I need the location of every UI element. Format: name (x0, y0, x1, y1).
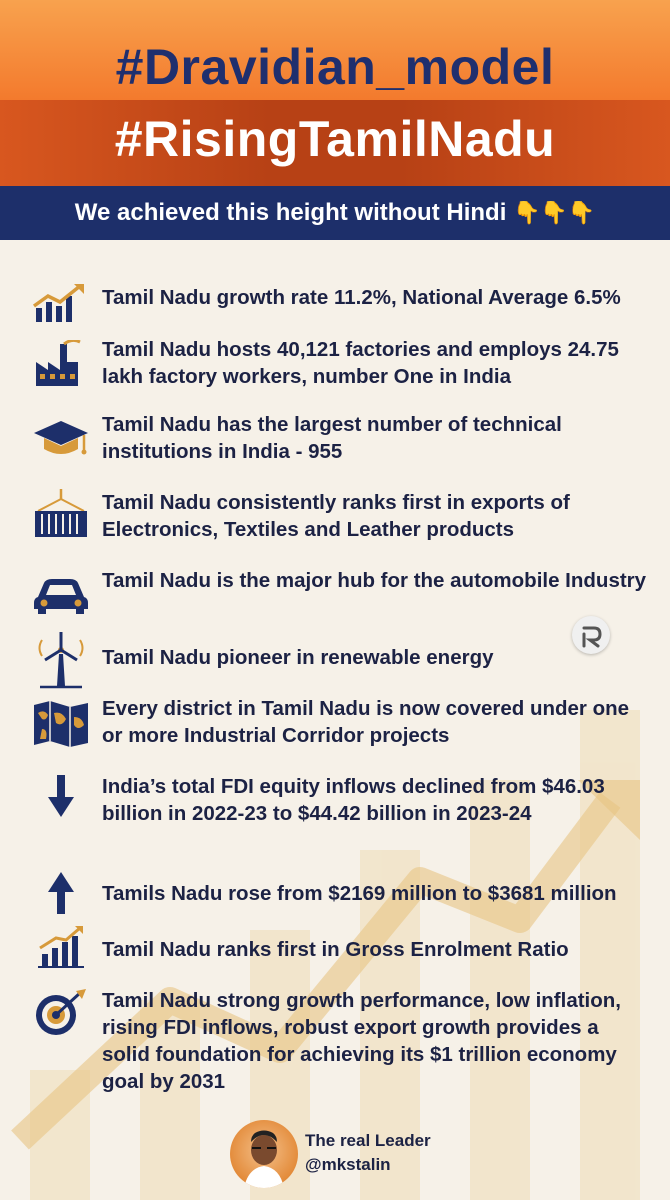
hashtag-dravidian-model: #Dravidian_model (115, 39, 555, 95)
item-text: Tamil Nadu growth rate 11.2%, National A… (102, 286, 621, 309)
wind-turbine-icon (30, 630, 92, 692)
car-icon (30, 575, 92, 627)
item-text: Tamils Nadu rose from $2169 million to $… (102, 882, 617, 905)
bar-chart-icon (30, 926, 92, 978)
item-text: Tamil Nadu strong growth performance, lo… (102, 989, 621, 1093)
item-text: Tamil Nadu is the major hub for the auto… (102, 569, 647, 592)
header-subtitle: We achieved this height without Hindi 👇👇… (0, 199, 670, 227)
item-text: Tamil Nadu ranks first in Gross Enrolmen… (102, 938, 569, 961)
world-map-icon (30, 699, 92, 751)
item-text: Tamil Nadu pioneer in renewable energy (102, 646, 494, 669)
footer-handle: @mkstalin (305, 1155, 391, 1174)
factory-icon (30, 340, 92, 392)
pointing-down-emoji: 👇👇👇 (513, 200, 596, 225)
header-subtitle-bar (0, 186, 670, 240)
item-text: Every district in Tamil Nadu is now cove… (102, 697, 630, 747)
background-growth-arrow (11, 710, 640, 1200)
growth-chart-icon (30, 284, 92, 336)
target-icon (30, 989, 92, 1041)
item-text: India’s total FDI equity inflows decline… (102, 775, 605, 825)
header-top-band (0, 0, 670, 100)
avatar (230, 1120, 298, 1188)
item-text: Tamil Nadu consistently ranks first in e… (102, 491, 570, 541)
item-text: Tamil Nadu hosts 40,121 factories and em… (102, 338, 619, 388)
shipping-container-icon (30, 489, 92, 541)
graduation-cap-icon (30, 417, 92, 469)
arrow-down-icon (46, 773, 76, 825)
hashtag-rising-tamilnadu: #RisingTamilNadu (114, 111, 556, 167)
header-middle-band (0, 100, 670, 186)
item-text: Tamil Nadu has the largest number of tec… (102, 413, 562, 463)
footer-label: The real Leader (305, 1131, 431, 1150)
watermark-logo (572, 616, 610, 654)
subtitle-text: We achieved this height without Hindi (74, 199, 507, 226)
arrow-up-icon (46, 870, 76, 922)
